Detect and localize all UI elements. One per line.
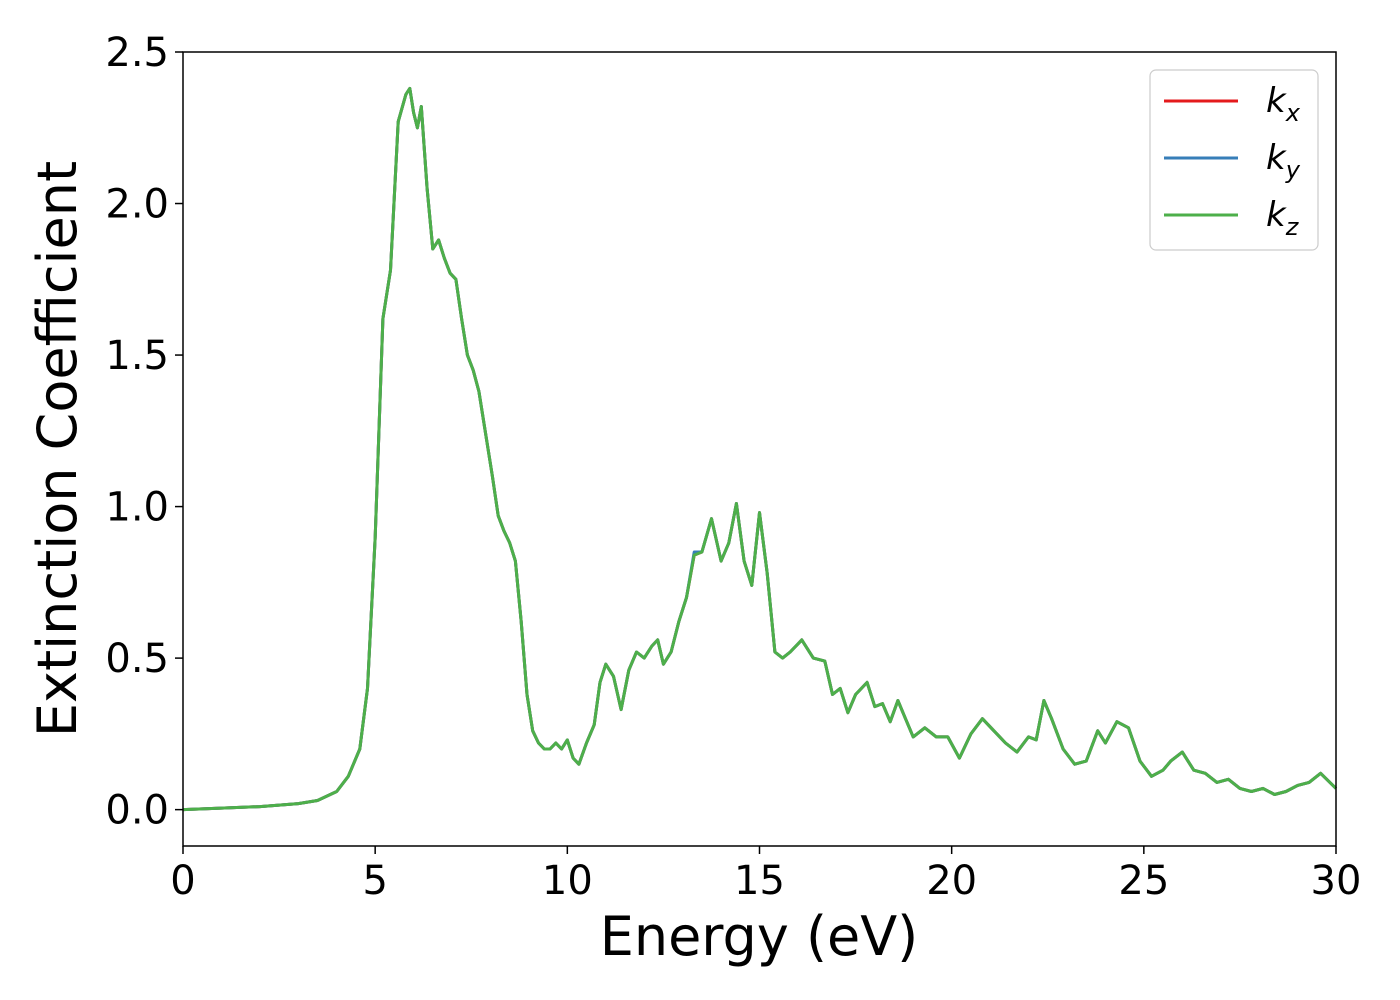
x-axis-label: Energy (eV) [600, 905, 919, 968]
series-line-k_z [182, 86, 1338, 812]
legend: kx ky kz [1149, 69, 1319, 251]
y-axis: 0.0 0.5 1.0 1.5 2.0 2.5 [105, 30, 183, 834]
y-tick-label: 2.5 [105, 30, 169, 76]
y-tick-label: 1.0 [105, 485, 169, 531]
x-tick-label: 20 [926, 858, 977, 904]
y-tick-label: 1.5 [105, 333, 169, 379]
legend-label-k_y: ky [1266, 138, 1301, 184]
y-tick-label: 0.5 [105, 636, 169, 682]
legend-label-k_x: kx [1266, 81, 1301, 127]
y-tick-label: 2.0 [105, 182, 169, 228]
legend-box [1149, 69, 1319, 251]
series-layer [182, 86, 1338, 812]
x-tick-label: 25 [1118, 858, 1169, 904]
x-tick-label: 30 [1311, 858, 1362, 904]
x-tick-label: 10 [542, 858, 593, 904]
y-axis-label: Extinction Coefficient [26, 161, 89, 737]
x-tick-label: 0 [170, 858, 195, 904]
legend-label-k_z: kz [1266, 195, 1300, 241]
x-axis: 0 5 10 15 20 25 30 [170, 846, 1361, 904]
x-tick-label: 5 [362, 858, 387, 904]
x-tick-label: 15 [734, 858, 785, 904]
y-tick-label: 0.0 [105, 788, 169, 834]
